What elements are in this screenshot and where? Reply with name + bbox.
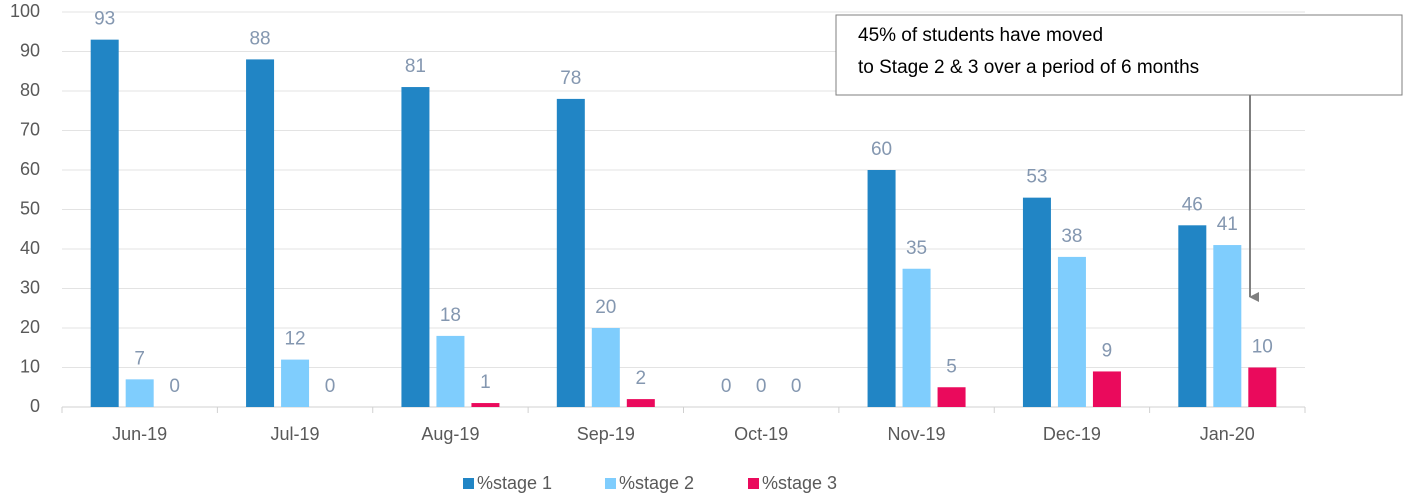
x-tick-label: Jun-19 [112, 424, 167, 444]
x-tick-label: Oct-19 [734, 424, 788, 444]
annotation-box [835, 14, 1403, 96]
bar [401, 87, 430, 408]
bar [125, 379, 154, 407]
data-label: 1 [480, 372, 491, 393]
bar [1057, 256, 1086, 407]
data-label: 38 [1061, 226, 1082, 247]
x-tick-label: Jan-20 [1200, 424, 1255, 444]
y-tick-label: 50 [20, 198, 40, 218]
data-label: 93 [94, 9, 115, 30]
data-label: 12 [284, 329, 305, 350]
data-label: 18 [440, 305, 461, 326]
x-tick-label: Nov-19 [888, 424, 946, 444]
data-label: 35 [906, 238, 927, 259]
data-label: 9 [1102, 340, 1113, 361]
y-tick-label: 30 [20, 277, 40, 297]
bar [626, 399, 655, 407]
data-label: 0 [791, 376, 802, 397]
bar [1022, 197, 1051, 407]
legend-label: %stage 2 [619, 473, 694, 493]
data-label: 10 [1252, 337, 1273, 358]
data-label: 0 [325, 376, 336, 397]
y-tick-label: 20 [20, 317, 40, 337]
bar [937, 387, 966, 407]
x-tick-label: Dec-19 [1043, 424, 1101, 444]
data-label: 78 [560, 68, 581, 89]
data-label: 5 [946, 356, 957, 377]
data-label: 41 [1217, 214, 1238, 235]
bar [436, 335, 465, 407]
legend-swatch [748, 478, 759, 489]
data-label: 0 [169, 376, 180, 397]
x-tick-label: Jul-19 [271, 424, 320, 444]
legend-swatch [605, 478, 616, 489]
data-label: 0 [756, 376, 767, 397]
x-tick-label: Aug-19 [421, 424, 479, 444]
bar [1213, 245, 1242, 407]
y-tick-label: 100 [10, 1, 40, 21]
y-tick-label: 60 [20, 159, 40, 179]
y-tick-label: 0 [30, 396, 40, 416]
bar [281, 359, 310, 407]
data-label: 2 [636, 368, 647, 389]
bar [591, 328, 620, 407]
data-label: 53 [1026, 167, 1047, 188]
y-tick-label: 10 [20, 356, 40, 376]
y-tick-label: 80 [20, 80, 40, 100]
data-label: 0 [721, 376, 732, 397]
data-label: 88 [249, 28, 270, 49]
bar [867, 170, 896, 407]
data-label: 60 [871, 139, 892, 160]
y-tick-label: 70 [20, 119, 40, 139]
bar [1248, 367, 1277, 407]
data-label: 46 [1182, 194, 1203, 215]
data-label: 7 [134, 348, 145, 369]
legend-label: %stage 3 [762, 473, 837, 493]
bar [1092, 371, 1121, 407]
x-tick-label: Sep-19 [577, 424, 635, 444]
annotation-line: 45% of students have moved [858, 25, 1103, 46]
y-tick-label: 40 [20, 238, 40, 258]
bar [556, 98, 585, 408]
bar [902, 268, 931, 407]
legend-label: %stage 1 [477, 473, 552, 493]
bar [471, 403, 500, 407]
annotation-line: to Stage 2 & 3 over a period of 6 months [858, 57, 1199, 78]
data-label: 81 [405, 56, 426, 77]
y-tick-label: 90 [20, 40, 40, 60]
data-label: 20 [595, 297, 616, 318]
bar [1178, 225, 1207, 407]
legend-swatch [463, 478, 474, 489]
bar [90, 39, 119, 408]
bar [246, 59, 275, 408]
